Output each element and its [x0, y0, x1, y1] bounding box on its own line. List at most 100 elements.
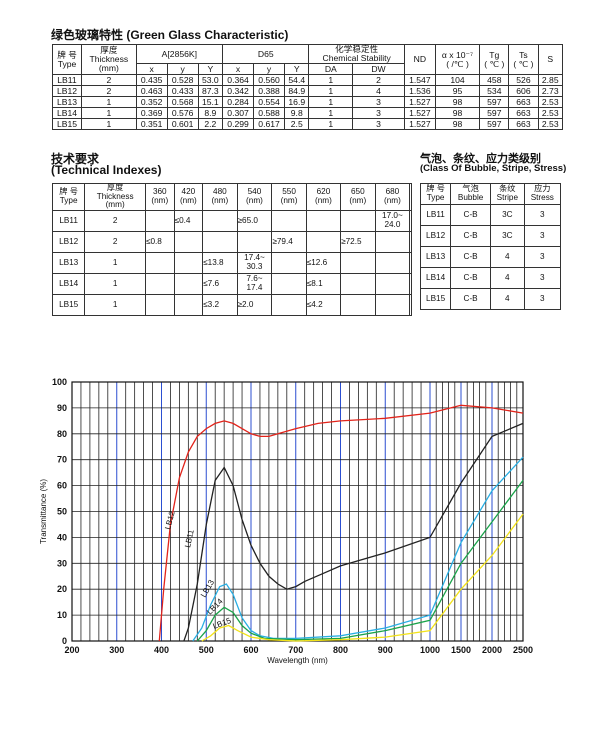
table-cell: 1 — [84, 293, 146, 316]
table-cell — [374, 272, 411, 295]
table-cell: ≤13.8 — [202, 251, 238, 274]
bubble-title-cn: 气泡、条纹、应力类级别 — [420, 153, 541, 165]
table-cell — [271, 293, 307, 316]
stripe-header: 条纹 Stripe — [490, 183, 525, 205]
x-tick-label: 400 — [154, 645, 169, 655]
table-row: LB15 1 ≤3.2 ≥2.0 ≤4.2 — [51, 293, 412, 316]
table-cell: 4 — [490, 267, 525, 289]
table-cell — [340, 293, 376, 316]
table-cell: ≤7.6 — [202, 272, 238, 295]
table-cell: ≤0.4 — [173, 209, 204, 232]
table-cell: 3C — [490, 225, 525, 247]
a-x-header: x — [135, 63, 168, 76]
table-cell: 1 — [81, 96, 137, 109]
x-tick-label: 800 — [333, 645, 348, 655]
table-cell: 0.576 — [166, 107, 199, 120]
a-Y-header: Y — [197, 63, 224, 76]
table-cell: 0.601 — [166, 118, 199, 131]
table-cell: ≥2.0 — [236, 293, 273, 316]
table-cell: 0.307 — [222, 107, 255, 120]
table-cell: 3 — [352, 96, 405, 109]
wavelength-header: 680 (nm) — [374, 183, 411, 211]
table-cell — [340, 272, 376, 295]
table-cell — [305, 209, 342, 232]
s-header: S — [537, 43, 563, 76]
tg-header: Tg( ℃ ) — [479, 43, 510, 76]
table-cell: 3 — [523, 204, 562, 226]
table-cell: 3 — [523, 225, 562, 247]
table-cell — [236, 230, 273, 253]
table-cell: 16.9 — [284, 96, 310, 109]
table-cell: 1.547 — [403, 74, 436, 87]
table-cell — [409, 230, 412, 253]
table-cell: LB14 — [419, 267, 452, 289]
table-cell: 1.527 — [403, 118, 436, 131]
wavelength-header: 420 (nm) — [173, 183, 204, 211]
y-tick-label: 20 — [57, 584, 67, 594]
table-cell — [340, 251, 376, 274]
table-cell: 98 — [434, 96, 481, 109]
table-cell: 2 — [81, 85, 137, 98]
table-cell — [340, 209, 376, 232]
table-cell: ≤12.6 — [305, 251, 342, 274]
table-cell: 0.617 — [253, 118, 286, 131]
characteristic-table: 牌 号 Type 厚度 Thickness (mm) A[2856K] D65 化学稳… — [51, 43, 563, 131]
table-cell: ≤8.1 — [305, 272, 342, 295]
x-tick-label: 300 — [109, 645, 124, 655]
table-row: LB13 1 ≤13.8 17.4~ 30.3 ≤12.6 — [51, 251, 412, 274]
table-cell: LB14 — [51, 272, 86, 295]
empty-header — [409, 183, 412, 211]
d65-y-header: y — [253, 63, 286, 76]
technical-title-cn: 技术要求 — [51, 152, 100, 166]
table-cell: 4 — [352, 85, 405, 98]
table-row: LB14 C-B 4 3 — [419, 267, 562, 289]
table-row: LB15 1 0.351 0.601 2.2 0.299 0.617 2.5 1 3 1.527 98… — [51, 118, 563, 131]
table-cell: ≤0.8 — [144, 230, 175, 253]
y-tick-label: 100 — [52, 377, 67, 387]
table-cell: 1 — [308, 96, 354, 109]
table-cell: 526 — [508, 74, 539, 87]
table-cell: 9.8 — [284, 107, 310, 120]
table-cell — [271, 272, 307, 295]
technical-title-en: (Technical Indexes) — [51, 163, 162, 177]
table-cell: C-B — [450, 267, 491, 289]
table-cell: 2.85 — [537, 74, 563, 87]
x-axis-label: Wavelength (nm) — [267, 656, 328, 665]
y-axis-label: Transmittance (%) — [39, 479, 48, 544]
table-row: LB12 2 0.463 0.433 87.3 0.342 0.388 84.9 1 4 1.536… — [51, 85, 563, 98]
table-cell: ≥79.4 — [271, 230, 307, 253]
table-cell: 534 — [479, 85, 510, 98]
wavelength-header: 650 (nm) — [340, 183, 376, 211]
table-cell: 597 — [479, 96, 510, 109]
nd-header: ND — [403, 43, 436, 76]
technical-table: 牌 号 Type 厚度 Thickness (mm) 360 (nm) 420 (nm) 48… — [51, 183, 412, 316]
table-cell: LB15 — [51, 118, 83, 131]
table-cell: 3 — [352, 107, 405, 120]
table-cell: 1.527 — [403, 107, 436, 120]
y-tick-label: 50 — [57, 507, 67, 517]
table-cell: ≤3.2 — [202, 293, 238, 316]
wavelength-header: 620 (nm) — [305, 183, 342, 211]
wavelength-header: 540 (nm) — [236, 183, 273, 211]
table-cell: 2.53 — [537, 118, 563, 131]
table-cell: 663 — [508, 118, 539, 131]
alpha-header: α x 10⁻⁷( /℃ ) — [434, 43, 481, 76]
d65-x-header: x — [222, 63, 255, 76]
table-cell: 98 — [434, 107, 481, 120]
table-cell: 4 — [490, 246, 525, 268]
table-cell: 1 — [84, 251, 146, 274]
table-cell: LB11 — [51, 74, 83, 87]
table-cell: 95 — [434, 85, 481, 98]
table-cell: 0.463 — [135, 85, 168, 98]
table-cell: 1 — [81, 118, 137, 131]
table-cell — [173, 272, 204, 295]
wavelength-header: 480 (nm) — [202, 183, 238, 211]
table-cell: LB11 — [51, 209, 86, 232]
table-cell: 2.2 — [197, 118, 224, 131]
table-cell: 1 — [308, 74, 354, 87]
table-cell: 2.5 — [284, 118, 310, 131]
table-cell: 0.352 — [135, 96, 168, 109]
series-label-lb12: LB12 — [163, 510, 177, 531]
table-cell: 2.53 — [537, 107, 563, 120]
table-cell: 0.351 — [135, 118, 168, 131]
